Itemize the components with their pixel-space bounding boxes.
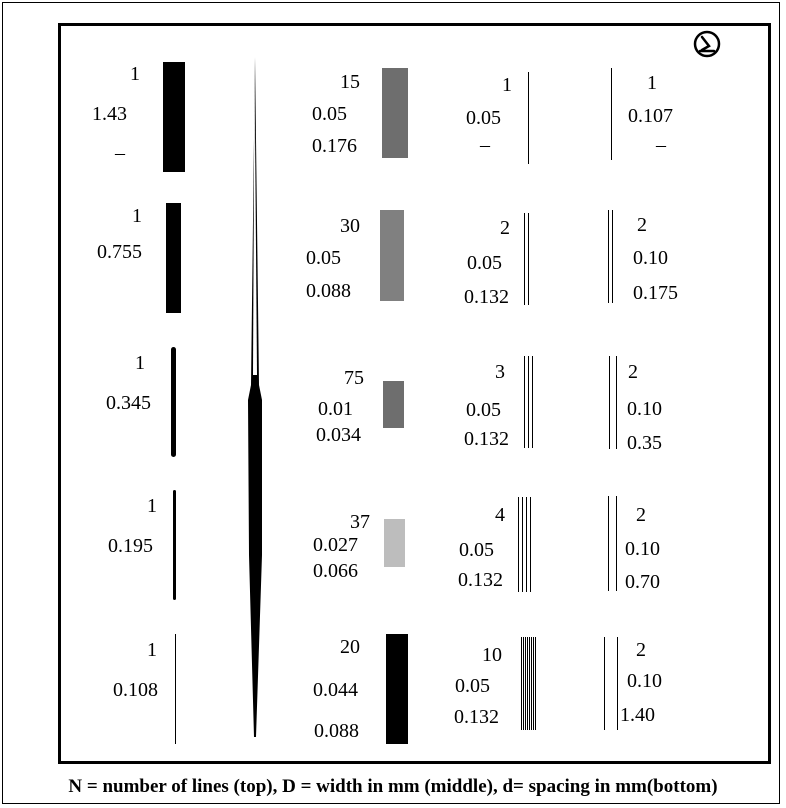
col1-row4-width: 0.195 — [108, 535, 153, 557]
clock-like-circle-icon — [693, 30, 721, 58]
col1-row1-width: 1.43 — [92, 103, 127, 125]
col3-row5-spacing: 0.088 — [314, 720, 359, 742]
col4-row1-spacing: – — [480, 134, 490, 156]
col1-row1-spacing: – — [115, 142, 125, 164]
col5-row5-spacing: 1.40 — [620, 704, 655, 726]
col4-row3-spacing: 0.132 — [464, 428, 509, 450]
col3-row4-spacing: 0.066 — [313, 560, 358, 582]
col4-row3-width: 0.05 — [466, 399, 501, 421]
col1-row1-line — [163, 62, 185, 172]
col1-row2-width: 0.755 — [97, 241, 142, 263]
col3-row1-n: 15 — [340, 71, 360, 93]
col4-row5-line — [525, 637, 526, 730]
test-chart-frame — [58, 23, 771, 764]
col3-row3-width: 0.01 — [318, 398, 353, 420]
col1-row3-line — [171, 347, 176, 457]
col4-row4-spacing: 0.132 — [458, 569, 503, 591]
col1-row4-n: 1 — [147, 495, 157, 517]
col4-row5-line — [527, 637, 528, 730]
col3-row5-n: 20 — [340, 636, 360, 658]
col4-row5-line — [529, 637, 530, 730]
col5-row1-n: 1 — [647, 72, 657, 94]
col3-row2-n: 30 — [340, 215, 360, 237]
col4-row3-n: 3 — [495, 361, 505, 383]
col1-row5-width: 0.108 — [113, 679, 158, 701]
col5-row3-n: 2 — [628, 361, 638, 383]
col5-row2-n: 2 — [637, 214, 647, 236]
col4-row3-line — [532, 356, 533, 448]
col5-row2-line — [612, 210, 613, 303]
col5-row4-line — [608, 496, 609, 591]
col4-row5-line — [523, 637, 524, 730]
col3-row4-n: 37 — [350, 511, 370, 533]
col3-row4-width: 0.027 — [313, 534, 358, 556]
col3-row3-patch — [383, 381, 404, 428]
figure-caption: N = number of lines (top), D = width in … — [68, 776, 718, 797]
col3-row2-spacing: 0.088 — [306, 280, 351, 302]
col4-row1-n: 1 — [502, 74, 512, 96]
col3-row2-width: 0.05 — [306, 247, 341, 269]
col4-row1-line — [528, 72, 529, 164]
col5-row1-width: 0.107 — [628, 105, 673, 127]
col4-row4-line — [522, 497, 523, 592]
col4-row4-line — [526, 497, 527, 592]
col4-row2-n: 2 — [500, 217, 510, 239]
col3-row1-width: 0.05 — [312, 103, 347, 125]
col4-row2-spacing: 0.132 — [464, 286, 509, 308]
col1-row5-line — [175, 634, 176, 744]
col1-row2-n: 1 — [132, 205, 142, 227]
col5-row4-spacing: 0.70 — [625, 571, 660, 593]
col4-row1-width: 0.05 — [466, 107, 501, 129]
col3-row4-patch — [384, 519, 405, 567]
col3-row2-patch — [380, 210, 404, 301]
col4-row5-n: 10 — [482, 644, 502, 666]
col3-row5-width: 0.044 — [313, 679, 358, 701]
col4-row4-line — [530, 497, 531, 592]
col4-row2-line — [528, 213, 529, 305]
col4-row4-n: 4 — [495, 504, 505, 526]
col5-row5-n: 2 — [636, 639, 646, 661]
col3-row3-spacing: 0.034 — [316, 424, 361, 446]
col4-row5-spacing: 0.132 — [454, 706, 499, 728]
col4-row3-line — [528, 356, 529, 448]
col3-row3-n: 75 — [344, 367, 364, 389]
col4-row2-line — [524, 213, 525, 305]
col4-row5-width: 0.05 — [455, 675, 490, 697]
col4-row5-line — [533, 637, 534, 730]
col1-row4-line — [173, 490, 176, 600]
col4-row3-line — [524, 356, 525, 448]
col5-row5-width: 0.10 — [627, 670, 662, 692]
col5-row5-line — [604, 637, 605, 730]
col5-row2-width: 0.10 — [633, 247, 668, 269]
col4-row4-width: 0.05 — [459, 539, 494, 561]
col5-row4-line — [616, 496, 617, 591]
col3-row1-spacing: 0.176 — [312, 135, 357, 157]
col5-row2-line — [608, 210, 609, 303]
col4-row5-line — [535, 637, 536, 730]
col4-row5-line — [531, 637, 532, 730]
col5-row1-line — [611, 68, 612, 160]
col5-row1-spacing: – — [656, 134, 666, 156]
col5-row5-line — [617, 637, 618, 730]
col4-row5-line — [521, 637, 522, 730]
col3-row5-patch — [386, 634, 408, 744]
resolution-wedge — [248, 57, 262, 737]
col3-row1-patch — [382, 68, 408, 158]
col5-row3-line — [609, 356, 610, 449]
col1-row5-n: 1 — [147, 639, 157, 661]
col5-row4-width: 0.10 — [625, 538, 660, 560]
col4-row2-width: 0.05 — [467, 252, 502, 274]
col1-row1-n: 1 — [130, 63, 140, 85]
col1-row3-width: 0.345 — [106, 392, 151, 414]
col4-row4-line — [518, 497, 519, 592]
col5-row3-spacing: 0.35 — [627, 432, 662, 454]
col5-row3-line — [616, 356, 617, 449]
col5-row3-width: 0.10 — [627, 398, 662, 420]
col1-row3-n: 1 — [135, 352, 145, 374]
col1-row2-line — [166, 203, 181, 313]
col5-row4-n: 2 — [636, 504, 646, 526]
col5-row2-spacing: 0.175 — [633, 282, 678, 304]
